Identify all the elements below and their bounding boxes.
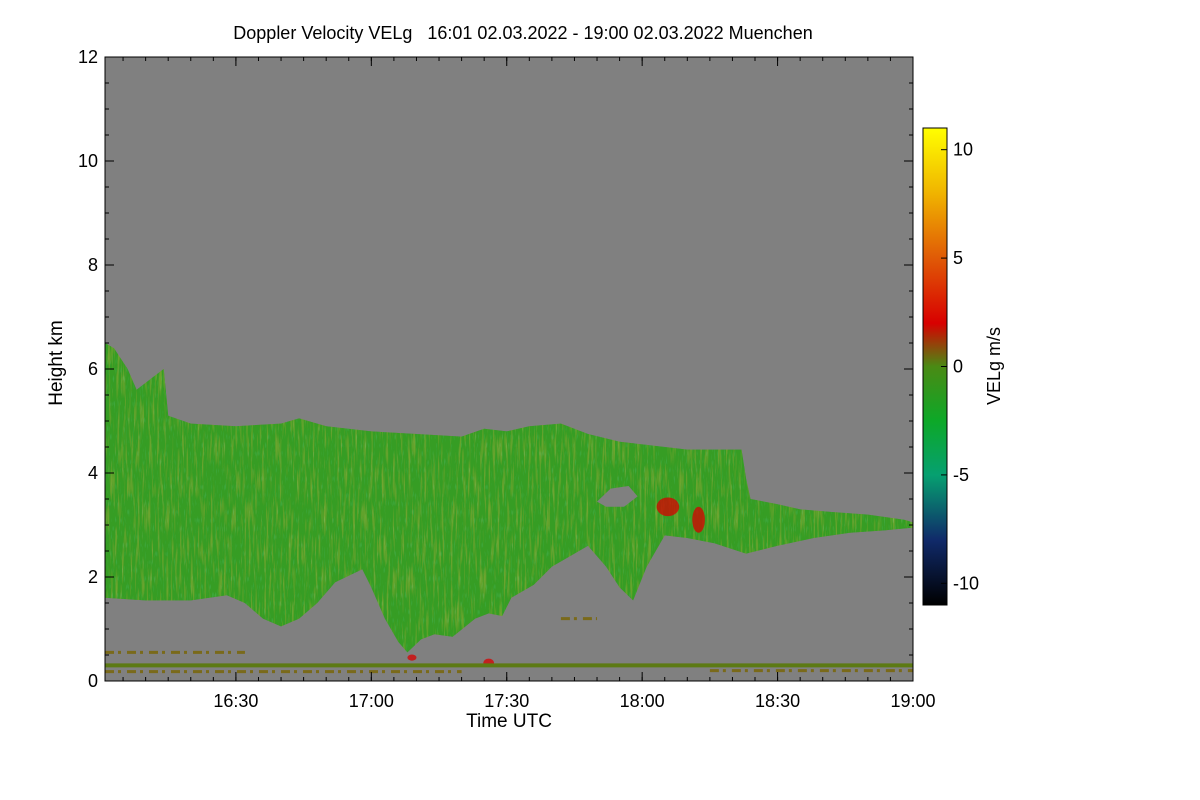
x-tick-label: 16:30 <box>213 691 258 711</box>
colorbar-label: VELg m/s <box>984 327 1004 405</box>
y-tick-label: 0 <box>88 671 98 691</box>
reddish-patch <box>656 497 680 517</box>
colorbar-tick-label: 5 <box>953 248 963 268</box>
colorbar-tick-label: 10 <box>953 140 973 160</box>
cloud-echo-texture <box>105 343 913 653</box>
y-axis-ticks: 0 2 4 6 8 10 12 <box>78 47 913 691</box>
x-tick-label: 19:00 <box>890 691 935 711</box>
y-tick-label: 2 <box>88 567 98 587</box>
reddish-patch <box>692 506 705 533</box>
y-tick-label: 4 <box>88 463 98 483</box>
x-tick-label: 18:00 <box>620 691 665 711</box>
colorbar-tick-label: -10 <box>953 573 979 593</box>
colorbar-ticks: 10 5 0 -5 -10 <box>941 140 979 593</box>
colorbar-tick-label: -5 <box>953 465 969 485</box>
x-tick-label: 18:30 <box>755 691 800 711</box>
y-tick-label: 8 <box>88 255 98 275</box>
y-tick-label: 6 <box>88 359 98 379</box>
plot-area: 16:30 17:00 17:30 18:00 18:30 19:00 0 2 4 6 8 10 12 <box>78 47 936 711</box>
reddish-patch <box>407 654 417 661</box>
reddish-velocity-patches <box>407 497 705 667</box>
colorbar-tick-label: 0 <box>953 357 963 377</box>
x-axis-ticks: 16:30 17:00 17:30 18:00 18:30 19:00 <box>122 57 936 711</box>
cloud-gap <box>597 486 638 507</box>
x-tick-label: 17:00 <box>349 691 394 711</box>
low-level-echo-bands <box>105 617 913 674</box>
y-tick-label: 12 <box>78 47 98 67</box>
colorbar: 10 5 0 -5 -10 VELg m/s <box>922 127 1004 606</box>
y-axis-label: Height km <box>46 320 67 406</box>
chart-title: Doppler Velocity VELg 16:01 02.03.2022 -… <box>233 23 812 43</box>
x-axis-label: Time UTC <box>466 711 552 732</box>
y-tick-label: 10 <box>78 151 98 171</box>
x-tick-label: 17:30 <box>484 691 529 711</box>
